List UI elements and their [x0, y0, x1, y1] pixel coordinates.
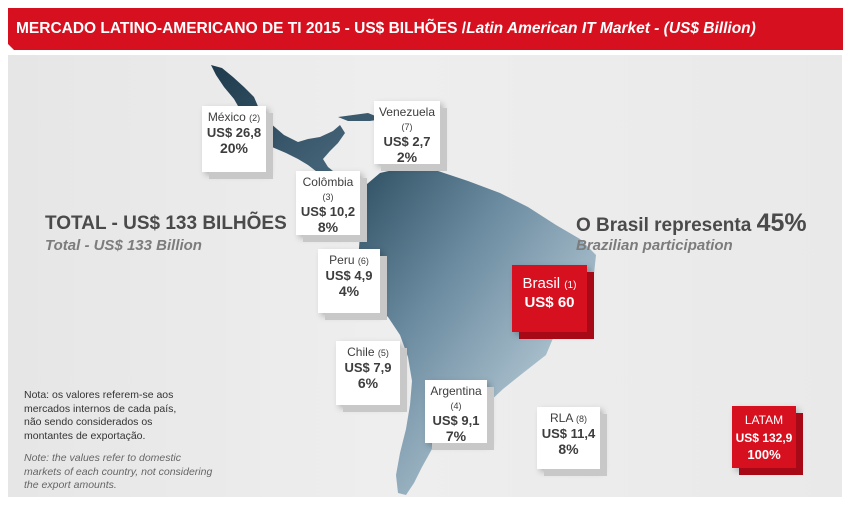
country-name: RLA — [549, 411, 573, 425]
country-value: US$ 7,9 — [344, 360, 392, 375]
note-english: Note: the values refer to domestic marke… — [24, 452, 213, 491]
total-title: TOTAL - US$ 133 BILHÕES — [45, 213, 287, 234]
country-name: Venezuela — [378, 105, 436, 119]
country-box-mexico: México (2) US$ 26,8 20% — [202, 106, 266, 172]
note-portuguese: Nota: os valores referem-se aos mercados… — [24, 389, 177, 442]
south-america-shape — [358, 167, 596, 495]
country-percent: 6% — [357, 375, 379, 391]
country-box-chile: Chile (5) US$ 7,9 6% — [336, 341, 400, 405]
country-value: US$ 11,4 — [541, 426, 596, 441]
header-title-pt: MERCADO LATINO-AMERICANO DE TI 2015 - US… — [16, 20, 467, 37]
header-banner: MERCADO LATINO-AMERICANO DE TI 2015 - US… — [8, 8, 843, 50]
header-title-en: Latin American IT Market - (US$ Billion) — [466, 20, 756, 37]
country-name: Peru — [329, 253, 355, 267]
country-value: US$ 10,2 — [300, 204, 356, 219]
country-name: Argentina — [430, 384, 482, 398]
country-name: Colômbia — [302, 175, 354, 189]
country-rank: (8) — [576, 414, 588, 424]
country-rank: (2) — [249, 113, 261, 123]
country-rank: (3) — [322, 192, 334, 202]
country-value: US$ 4,9 — [325, 268, 373, 283]
country-name: LATAM — [744, 413, 784, 427]
caribbean-islands-shape — [338, 113, 383, 121]
country-value: US$ 2,7 — [383, 134, 431, 149]
country-box-rla: RLA (8) US$ 11,4 8% — [537, 407, 600, 469]
brasil-share-label: O Brasil representa — [576, 215, 757, 236]
country-rank: (6) — [357, 256, 369, 266]
country-percent: 4% — [338, 283, 360, 299]
country-percent: 8% — [317, 219, 339, 235]
country-percent: 7% — [445, 428, 467, 444]
total-subtitle: Total - US$ 133 Billion — [45, 237, 202, 254]
country-percent: 100% — [747, 447, 781, 462]
country-percent: 2% — [396, 149, 418, 165]
country-rank: (1) — [564, 280, 577, 291]
country-box-colombia: Colômbia (3) US$ 10,2 8% — [296, 171, 360, 235]
country-rank: (7) — [401, 122, 413, 132]
country-percent: 8% — [558, 441, 579, 457]
country-name: Chile — [347, 345, 375, 359]
mexico-central-america-shape — [211, 65, 359, 197]
country-box-venezuela: Venezuela (7) US$ 2,7 2% — [374, 101, 440, 165]
country-rank: (4) — [450, 401, 462, 411]
brasil-share-title: O Brasil representa 45% — [576, 209, 807, 238]
country-rank: (5) — [377, 348, 389, 358]
country-value: US$ 9,1 — [432, 413, 480, 428]
country-value: US$ 132,9 — [735, 431, 793, 445]
country-percent: 20% — [219, 140, 249, 156]
country-box-latam: LATAM US$ 132,9 100% — [732, 406, 796, 468]
country-box-brasil: Brasil (1) US$ 60 — [512, 265, 587, 332]
country-box-argentina: Argentina (4) US$ 9,1 7% — [425, 380, 487, 444]
country-box-peru: Peru (6) US$ 4,9 4% — [318, 249, 380, 313]
brasil-share-subtitle: Brazilian participation — [576, 237, 733, 254]
country-value: US$ 60 — [524, 294, 575, 311]
country-name: Brasil — [522, 275, 561, 292]
country-name: México — [207, 110, 246, 124]
country-value: US$ 26,8 — [206, 125, 262, 140]
brasil-share-percent: 45% — [756, 209, 807, 237]
